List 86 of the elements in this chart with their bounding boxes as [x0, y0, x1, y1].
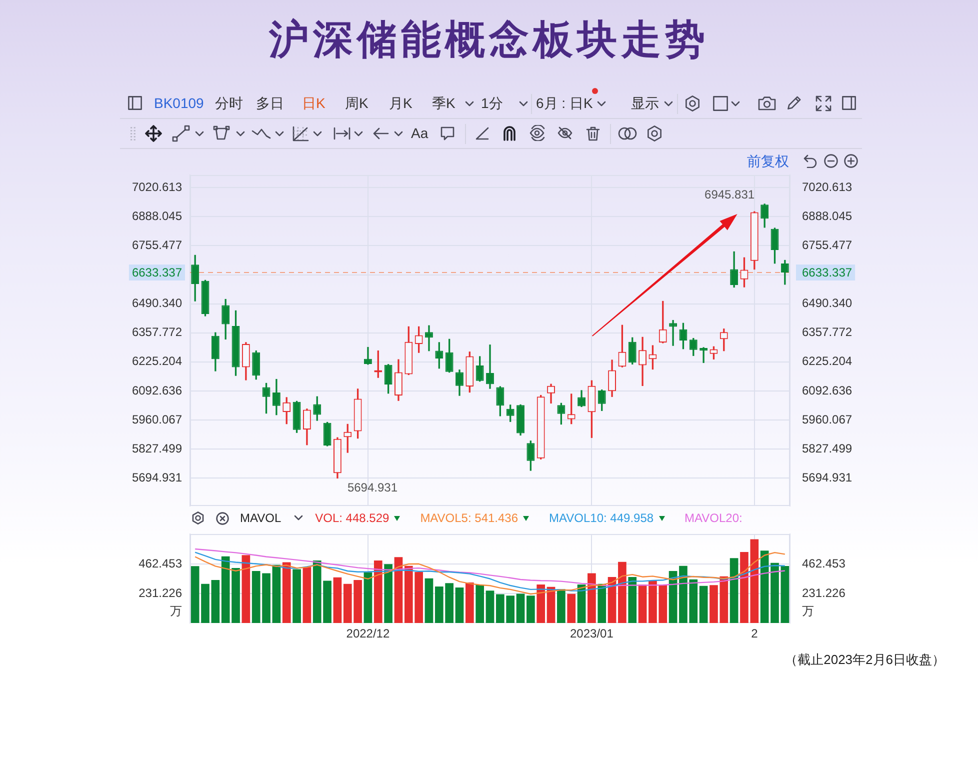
text: 6633.337	[802, 265, 852, 280]
candlestick	[486, 344, 494, 389]
x-tick-label: 2023/01	[570, 626, 614, 641]
candlestick	[669, 320, 678, 346]
bar	[465, 582, 474, 623]
bar	[526, 596, 535, 623]
text: BK0109	[154, 95, 204, 112]
y2-tick-label: 6357.772	[802, 325, 852, 340]
text: 前复权	[747, 153, 789, 170]
y-tick-label: 7020.613	[132, 180, 182, 194]
y2-axis-title: 万	[802, 604, 814, 618]
annotation: 6945.831	[704, 187, 755, 202]
candlestick	[425, 325, 433, 352]
y-tick-label: 6490.340	[132, 296, 182, 310]
x-tick-label: 2	[751, 626, 758, 641]
y-tick-label: 5960.067	[132, 412, 182, 426]
bar	[394, 557, 403, 623]
y-tick-label: 6357.772	[132, 325, 182, 340]
y-tick-label: 5827.499	[132, 441, 182, 456]
bar	[476, 584, 484, 623]
y-tick-label: 6755.477	[132, 238, 182, 252]
bar	[424, 578, 434, 623]
y2-tick-label: 6755.477	[802, 238, 852, 252]
y-axis-title: 万	[170, 604, 182, 618]
legend-title: MAVOL	[240, 511, 282, 525]
bar	[546, 586, 556, 623]
bar	[333, 577, 342, 623]
x-tick-label: 2022/12	[346, 626, 390, 641]
text: （截止2023年2月6日收盘）	[784, 652, 945, 668]
bar	[567, 594, 576, 623]
y-tick-label: 462.453	[138, 556, 182, 571]
text: VOL: 448.529	[315, 511, 400, 525]
bar	[730, 558, 738, 623]
text: 月K	[389, 95, 412, 112]
y-tick-label: 231.226	[138, 586, 182, 600]
bar	[455, 588, 464, 623]
bar	[638, 584, 647, 623]
y2-tick-label: 5827.499	[802, 441, 852, 456]
y2-tick-label: 6490.340	[802, 296, 852, 310]
y2-tick-label: 6225.204	[802, 354, 852, 368]
bar	[374, 560, 382, 623]
bar	[486, 590, 494, 623]
bar	[557, 589, 566, 623]
y2-tick-label: 5960.067	[802, 412, 852, 426]
bar	[699, 586, 708, 623]
y2-tick-label: 462.453	[802, 556, 846, 571]
bar	[588, 573, 596, 623]
y-tick-label: 6225.204	[132, 354, 182, 368]
text: 季K	[432, 95, 456, 112]
bar	[292, 569, 301, 623]
bar	[598, 584, 606, 623]
text: MAVOL5: 541.436	[420, 511, 530, 525]
y2-tick-label: 5694.931	[802, 470, 852, 484]
annotation: 5694.931	[347, 480, 398, 494]
text: 日K	[302, 95, 326, 112]
bar	[211, 580, 220, 623]
bar	[384, 564, 392, 623]
bar	[282, 562, 291, 623]
text: 1分	[481, 95, 503, 112]
ref-line-label: 6633.337	[132, 265, 182, 280]
bar	[536, 584, 546, 623]
text: 周K	[345, 95, 368, 112]
text: MAVOL10: 449.958	[549, 511, 665, 525]
bar	[364, 572, 372, 623]
y2-tick-label: 231.226	[802, 586, 846, 600]
bar	[668, 571, 678, 623]
text: 6月 : 日K	[536, 95, 593, 112]
y-tick-label: 6888.045	[132, 208, 182, 223]
bar	[302, 567, 312, 623]
bar	[628, 576, 637, 623]
text: MAVOL20:	[684, 511, 742, 525]
y2-tick-label: 6888.045	[802, 208, 852, 223]
text: 分时	[215, 95, 243, 112]
y-tick-label: 6092.636	[132, 383, 182, 398]
bar	[516, 594, 525, 623]
text: 显示	[631, 95, 659, 112]
y2-tick-label: 7020.613	[802, 180, 852, 194]
bar	[242, 555, 250, 623]
text: 多日	[256, 95, 284, 112]
bar	[760, 550, 769, 623]
chart-title: 沪深储能概念板块走势	[268, 17, 710, 64]
y-tick-label: 5694.931	[132, 470, 182, 484]
bar	[618, 562, 626, 623]
text: Aa	[411, 125, 428, 142]
bar	[272, 564, 281, 623]
y2-tick-label: 6092.636	[802, 383, 852, 398]
